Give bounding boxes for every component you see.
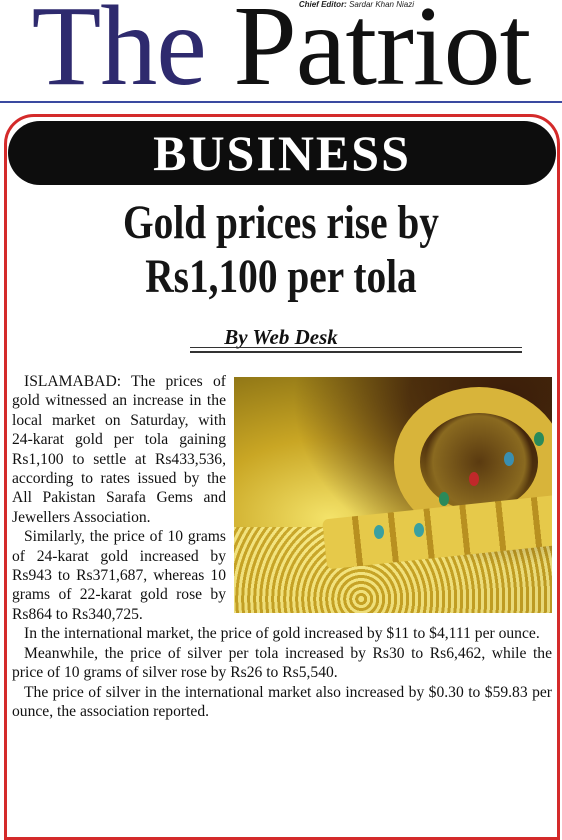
headline: Gold prices rise by Rs1,100 per tola	[0, 196, 562, 304]
photo-detail	[439, 492, 449, 506]
photo-detail	[534, 432, 544, 446]
photo-detail	[504, 452, 514, 466]
title-word: Patriot	[233, 0, 531, 109]
title-word: The	[31, 0, 207, 109]
byline-rule	[190, 347, 522, 353]
masthead-title: The Patriot	[0, 0, 562, 106]
byline: By Web Desk	[224, 325, 338, 349]
headline-line: Rs1,100 per tola	[145, 250, 417, 303]
masthead-rule	[0, 101, 562, 103]
paragraph: In the international market, the price o…	[24, 625, 540, 643]
headline-line: Gold prices rise by	[123, 196, 439, 249]
section-banner: BUSINESS	[8, 121, 556, 185]
photo-detail	[374, 525, 384, 539]
editor-name: Sardar Khan Niazi	[349, 0, 414, 9]
paragraph: Meanwhile, the price of silver per tola …	[12, 644, 552, 682]
paragraph: ISLAMABAD: The prices of gold witnessed …	[12, 373, 226, 526]
article-body: ISLAMABAD: The prices of gold witnessed …	[12, 372, 552, 721]
article-photo	[234, 377, 552, 613]
editor-label: Chief Editor:	[298, 0, 347, 9]
photo-detail	[414, 523, 424, 537]
photo-detail	[469, 472, 479, 486]
editor-credit: Chief Editor: Sardar Khan Niazi	[299, 0, 414, 9]
paragraph: Similarly, the price of 10 grams of 24-k…	[12, 528, 226, 623]
paragraph: The price of silver in the international…	[12, 683, 552, 720]
